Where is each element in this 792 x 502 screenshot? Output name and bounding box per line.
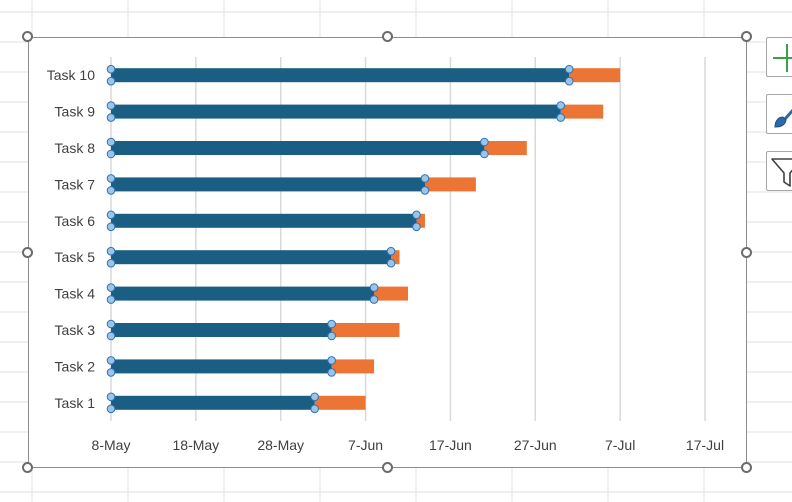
selection-point[interactable]	[106, 113, 116, 122]
selection-point[interactable]	[106, 258, 116, 268]
y-tick-label: Task 8	[55, 140, 96, 156]
y-tick-label: Task 2	[55, 358, 96, 374]
selection-point[interactable]	[420, 186, 430, 195]
y-tick-label: Task 6	[55, 213, 96, 229]
selection-point[interactable]	[106, 222, 116, 232]
selection-point[interactable]	[369, 283, 379, 292]
selection-point[interactable]	[420, 174, 430, 183]
x-tick-label: 18-May	[173, 437, 220, 453]
chart-elements-button[interactable]	[766, 37, 792, 77]
selection-point[interactable]	[106, 368, 116, 377]
bar-remaining[interactable]	[569, 68, 621, 83]
selection-point[interactable]	[106, 283, 116, 292]
x-tick-label: 27-Jun	[514, 437, 557, 453]
bar-remaining[interactable]	[391, 250, 400, 265]
selection-point[interactable]	[106, 319, 116, 329]
bars[interactable]	[106, 64, 621, 414]
resize-handle-top-right[interactable]	[741, 31, 752, 42]
resize-handle-top-left[interactable]	[22, 31, 33, 42]
bar-completed[interactable]	[111, 395, 315, 410]
y-tick-label: Task 9	[55, 104, 96, 120]
paintbrush-icon	[774, 108, 792, 128]
selection-point[interactable]	[106, 174, 116, 183]
bar-completed[interactable]	[111, 177, 425, 192]
selection-point[interactable]	[327, 356, 336, 365]
x-tick-label: 8-May	[92, 437, 131, 453]
resize-handle-middle-right[interactable]	[741, 247, 752, 258]
selection-point[interactable]	[480, 149, 489, 159]
x-tick-label: 28-May	[257, 437, 304, 453]
bar-remaining[interactable]	[374, 286, 408, 301]
chart-styles-button[interactable]	[766, 94, 792, 134]
selection-point[interactable]	[106, 295, 116, 304]
bar-completed[interactable]	[111, 359, 332, 374]
y-tick-label: Task 7	[55, 176, 96, 192]
y-tick-label: Task 5	[55, 249, 96, 265]
bar-remaining[interactable]	[560, 104, 604, 119]
bar-completed[interactable]	[111, 141, 485, 155]
selection-point[interactable]	[480, 137, 489, 147]
y-tick-label: Task 10	[47, 67, 95, 83]
bar-remaining[interactable]	[331, 359, 375, 374]
x-axis-labels: 8-May 18-May 28-May 7-Jun 17-Jun 27-Jun 7-Jul 1…	[92, 437, 725, 453]
selection-point[interactable]	[310, 404, 319, 414]
bar-remaining[interactable]	[416, 213, 425, 228]
selection-point[interactable]	[369, 295, 379, 304]
resize-handle-bottom-left[interactable]	[22, 462, 33, 473]
y-tick-label: Task 3	[55, 322, 96, 338]
x-tick-label: 7-Jun	[348, 437, 383, 453]
selection-point[interactable]	[106, 137, 116, 147]
selection-point[interactable]	[106, 404, 116, 414]
bar-completed[interactable]	[111, 213, 417, 228]
bar-remaining[interactable]	[484, 141, 527, 155]
selection-point[interactable]	[106, 210, 116, 220]
y-axis-labels: Task 1 Task 2 Task 3 Task 4 Task 5 Task 6 Task…	[47, 67, 95, 411]
selection-point[interactable]	[564, 64, 574, 74]
selection-point[interactable]	[386, 258, 396, 268]
selection-point[interactable]	[556, 101, 566, 110]
bar-completed[interactable]	[111, 286, 375, 301]
selection-point[interactable]	[327, 319, 336, 329]
selection-point[interactable]	[564, 76, 574, 86]
y-tick-label: Task 1	[55, 395, 96, 411]
resize-handle-middle-left[interactable]	[22, 247, 33, 258]
selection-point[interactable]	[327, 368, 336, 377]
selection-point[interactable]	[106, 246, 116, 256]
bar-remaining[interactable]	[314, 395, 366, 410]
selection-point[interactable]	[327, 331, 336, 341]
bar-completed[interactable]	[111, 104, 561, 119]
bar-completed[interactable]	[111, 323, 332, 337]
selection-point[interactable]	[106, 331, 116, 341]
bar-completed[interactable]	[111, 250, 392, 265]
selection-point[interactable]	[412, 222, 421, 232]
selection-point[interactable]	[106, 356, 116, 365]
selection-point[interactable]	[556, 113, 566, 122]
x-tick-label: 17-Jun	[429, 437, 472, 453]
chart-filters-button[interactable]	[766, 151, 792, 191]
resize-handle-bottom-right[interactable]	[741, 462, 752, 473]
x-tick-label: 17-Jul	[686, 437, 724, 453]
selection-point[interactable]	[106, 64, 116, 74]
bar-completed[interactable]	[111, 68, 570, 83]
funnel-icon	[771, 158, 792, 187]
bar-remaining[interactable]	[424, 177, 476, 192]
selection-point[interactable]	[412, 210, 421, 220]
selection-point[interactable]	[386, 246, 396, 256]
resize-handle-bottom-center[interactable]	[382, 462, 393, 473]
bar-remaining[interactable]	[331, 323, 400, 337]
resize-handle-top-center[interactable]	[382, 31, 393, 42]
selection-point[interactable]	[106, 149, 116, 159]
plus-icon	[773, 44, 792, 72]
selection-point[interactable]	[106, 101, 116, 110]
selection-point[interactable]	[310, 392, 319, 402]
selection-point[interactable]	[106, 186, 116, 195]
x-tick-label: 7-Jul	[605, 437, 635, 453]
y-tick-label: Task 4	[55, 286, 96, 302]
selection-point[interactable]	[106, 392, 116, 402]
selection-point[interactable]	[106, 76, 116, 86]
